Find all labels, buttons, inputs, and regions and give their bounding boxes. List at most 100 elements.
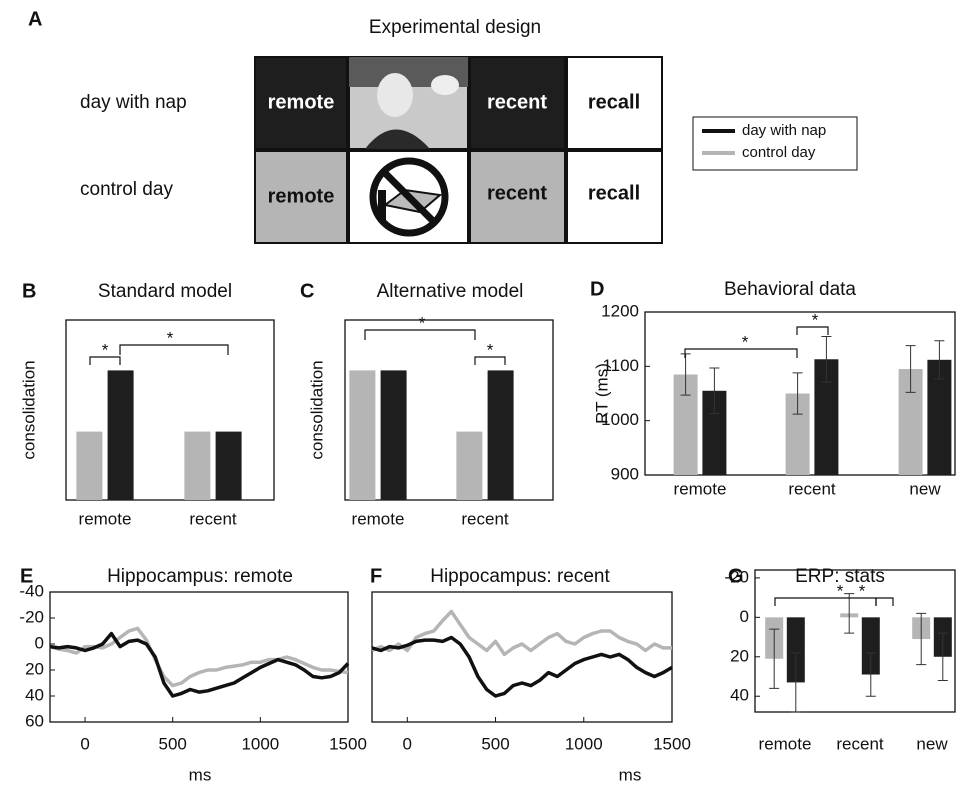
legend-label: control day	[742, 144, 816, 161]
x-tick-label: remote	[759, 734, 812, 753]
bar	[380, 370, 407, 500]
error-bar	[937, 632, 948, 681]
significance-bracket	[364, 329, 476, 340]
design-cell	[469, 56, 566, 150]
significance-bracket	[796, 326, 829, 335]
row-label: control day	[80, 179, 173, 200]
bar	[456, 431, 483, 500]
x-tick-label: recent	[788, 479, 836, 498]
design-title: Experimental design	[369, 17, 541, 38]
error-bar	[821, 335, 832, 383]
panel-label: D	[590, 278, 604, 300]
line	[49, 626, 349, 688]
y-tick-label: -20	[724, 567, 749, 586]
plot-frame	[754, 569, 956, 713]
error-bar	[769, 628, 780, 689]
significance-mark: *	[742, 332, 749, 351]
chart-title: Behavioral data	[724, 279, 856, 300]
y-tick-label: 40	[730, 686, 749, 705]
error-bar	[934, 340, 945, 380]
significance-bracket	[474, 356, 506, 365]
cell-text: remote	[268, 91, 335, 113]
significance-bracket	[89, 356, 121, 365]
error-bar	[844, 593, 855, 634]
x-tick-label: 1500	[653, 734, 691, 753]
y-tick-label: 40	[25, 685, 44, 704]
cell-text: recall	[588, 182, 640, 204]
bar	[184, 431, 211, 500]
y-tick-label: 60	[25, 711, 44, 730]
chart-title: Hippocampus: remote	[107, 566, 293, 587]
plot-frame	[65, 319, 275, 501]
design-cell	[566, 150, 663, 244]
significance-mark: *	[812, 310, 819, 329]
significance-mark: *	[419, 313, 426, 332]
y-tick-label: -20	[19, 607, 44, 626]
significance-mark: *	[859, 581, 866, 600]
cell-text: recent	[487, 91, 547, 113]
y-tick-label: 0	[740, 607, 749, 626]
bar	[76, 431, 103, 500]
x-tick-label: 0	[403, 734, 412, 753]
x-tick-label: remote	[79, 509, 132, 528]
bar	[487, 370, 514, 500]
y-tick-label: 1200	[601, 301, 639, 320]
x-tick-label: 500	[159, 734, 187, 753]
plot-frame	[371, 591, 673, 723]
bar	[861, 617, 880, 675]
x-tick-label: recent	[461, 509, 509, 528]
legend-label: day with nap	[742, 122, 826, 139]
x-tick-label: 1000	[565, 734, 603, 753]
panel-label: A	[28, 8, 42, 30]
y-tick-label: -40	[19, 581, 44, 600]
design-cell	[469, 150, 566, 244]
row-label: day with nap	[80, 92, 187, 113]
cell-text: remote	[268, 185, 335, 207]
y-axis-label: consolidation	[19, 360, 38, 459]
panel-label: G	[728, 565, 744, 587]
y-tick-label: 20	[25, 659, 44, 678]
error-bar	[916, 612, 927, 666]
significance-mark: *	[487, 340, 494, 359]
chart-title: Standard model	[98, 281, 232, 302]
nap-photo	[348, 56, 469, 150]
x-tick-label: 1500	[329, 734, 367, 753]
error-bar	[792, 372, 803, 415]
cell-text: recent	[487, 182, 547, 204]
bar	[349, 370, 376, 500]
x-tick-label: 500	[481, 734, 509, 753]
x-tick-label: recent	[836, 734, 884, 753]
panel-label: E	[20, 565, 33, 587]
y-tick-label: 1000	[601, 410, 639, 429]
significance-mark: *	[102, 340, 109, 359]
line	[371, 609, 672, 657]
x-tick-label: new	[909, 479, 941, 498]
x-axis-label: ms	[189, 765, 212, 784]
chart-title: ERP: stats	[795, 566, 885, 587]
no-nap-icon	[348, 150, 469, 244]
x-tick-label: remote	[352, 509, 405, 528]
plot-frame	[344, 319, 554, 501]
bar	[786, 617, 805, 683]
bar	[107, 370, 134, 500]
significance-bracket	[684, 348, 798, 358]
x-tick-label: remote	[674, 479, 727, 498]
line	[371, 635, 673, 698]
error-bar	[790, 652, 801, 713]
cell-text: recall	[588, 91, 640, 113]
line	[49, 631, 350, 698]
error-bar	[865, 652, 876, 697]
y-axis-label: RT (ms)	[592, 363, 611, 424]
x-tick-label: 1000	[241, 734, 279, 753]
significance-bracket	[119, 344, 229, 355]
legend-box	[692, 116, 858, 171]
design-cell	[254, 56, 348, 150]
significance-mark: *	[837, 581, 844, 600]
y-tick-label: 20	[730, 646, 749, 665]
significance-mark: *	[167, 328, 174, 347]
chart-title: Alternative model	[377, 281, 524, 302]
panel-label: F	[370, 565, 382, 587]
y-axis-label: consolidation	[307, 360, 326, 459]
error-bar	[709, 367, 720, 415]
